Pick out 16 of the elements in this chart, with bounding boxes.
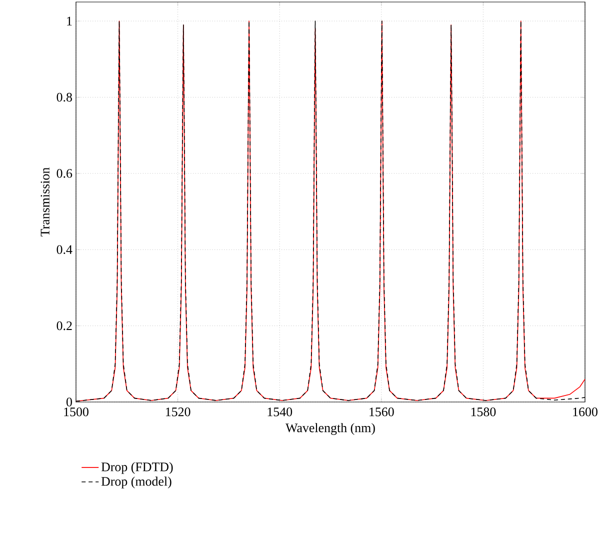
- y-tick-label: 0.6: [56, 169, 72, 178]
- y-tick-label: 0.4: [56, 245, 72, 254]
- x-tick-label: 1560: [370, 408, 394, 416]
- y-tick-label: 0: [66, 398, 72, 406]
- x-tick-label: 1580: [471, 408, 496, 416]
- x-tick-label: 1600: [573, 408, 598, 416]
- y-tick-label: 0.2: [56, 321, 72, 330]
- legend-label: Drop (model): [101, 476, 172, 488]
- legend-label: Drop (FDTD): [101, 462, 173, 474]
- x-tick-label: 1500: [64, 408, 88, 416]
- x-axis-title: Wavelength (nm): [286, 423, 375, 435]
- y-tick-label: 1: [67, 16, 72, 26]
- y-tick-label: 0.8: [56, 92, 72, 102]
- x-tick-label: 1520: [166, 408, 190, 416]
- y-axis-title: Transmission: [40, 168, 50, 236]
- x-tick-label: 1540: [268, 408, 292, 416]
